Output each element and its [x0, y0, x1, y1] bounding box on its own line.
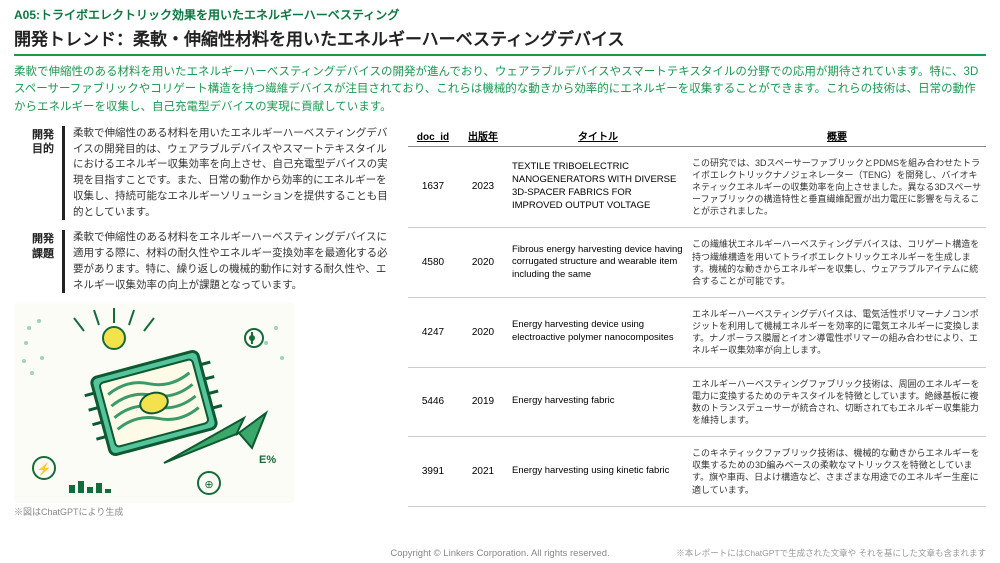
cell-title: Fibrous energy harvesting device having … [508, 228, 688, 298]
cell-summary: エネルギーハーベスティングデバイスは、電気活性ポリマーナノコンポジットを利用して… [688, 298, 986, 368]
table-row: 16372023TEXTILE TRIBOELECTRIC NANOGENERA… [408, 146, 986, 228]
cell-docid: 3991 [408, 437, 458, 507]
footer-note: ※本レポートにはChatGPTで生成された文章や それを基にした文章も含まれます [676, 547, 986, 559]
intro-paragraph: 柔軟で伸縮性のある材料を用いたエネルギーハーベスティングデバイスの開発が進んでお… [0, 56, 1000, 122]
col-year: 出版年 [458, 126, 508, 147]
svg-text:⊕: ⊕ [204, 479, 213, 491]
table-row: 42472020Energy harvesting device using e… [408, 298, 986, 368]
illustration-note: ※図はChatGPTにより生成 [14, 505, 394, 518]
purpose-text: 柔軟で伸縮性のある材料を用いたエネルギーハーベスティングデバイスの開発目的は、ウ… [62, 126, 394, 221]
papers-table: doc_id 出版年 タイトル 概要 16372023TEXTILE TRIBO… [408, 126, 986, 507]
cell-summary: この繊維状エネルギーハーベスティングデバイスは、コリゲート構造を持つ繊維構造を用… [688, 228, 986, 298]
cell-title: TEXTILE TRIBOELECTRIC NANOGENERATORS WIT… [508, 146, 688, 228]
cell-year: 2020 [458, 228, 508, 298]
table-row: 45802020Fibrous energy harvesting device… [408, 228, 986, 298]
cell-title: Energy harvesting using kinetic fabric [508, 437, 688, 507]
cell-title: Energy harvesting fabric [508, 367, 688, 437]
copyright: Copyright © Linkers Corporation. All rig… [390, 548, 609, 559]
col-title: タイトル [508, 126, 688, 147]
table-row: 54462019Energy harvesting fabricエネルギーハーベ… [408, 367, 986, 437]
cell-year: 2023 [458, 146, 508, 228]
svg-text:E%: E% [259, 454, 276, 466]
category-label: A05:トライボエレクトリック効果を用いたエネルギーハーベスティング [14, 6, 986, 23]
cell-docid: 5446 [408, 367, 458, 437]
illustration: ⚡ ⊕ E% [14, 303, 294, 503]
purpose-label: 開発 目的 [14, 126, 54, 157]
cell-summary: この研究では、3DスペーサーファブリックとPDMSを組み合わせたトライボエレクト… [688, 146, 986, 228]
cell-year: 2021 [458, 437, 508, 507]
svg-text:⚡: ⚡ [37, 462, 52, 476]
cell-year: 2019 [458, 367, 508, 437]
col-summary: 概要 [688, 126, 986, 147]
cell-docid: 4580 [408, 228, 458, 298]
issue-text: 柔軟で伸縮性のある材料をエネルギーハーベスティングデバイスに適用する際に、材料の… [62, 230, 394, 293]
cell-docid: 1637 [408, 146, 458, 228]
page-title: 開発トレンド：柔軟・伸縮性材料を用いたエネルギーハーベスティングデバイス [14, 25, 986, 56]
cell-summary: このキネティックファブリック技術は、機械的な動きからエネルギーを収集するための3… [688, 437, 986, 507]
cell-summary: エネルギーハーベスティングファブリック技術は、周囲のエネルギーを電力に変換するた… [688, 367, 986, 437]
col-docid: doc_id [408, 126, 458, 147]
cell-title: Energy harvesting device using electroac… [508, 298, 688, 368]
cell-docid: 4247 [408, 298, 458, 368]
cell-year: 2020 [458, 298, 508, 368]
issue-label: 開発 課題 [14, 230, 54, 261]
table-row: 39912021Energy harvesting using kinetic … [408, 437, 986, 507]
